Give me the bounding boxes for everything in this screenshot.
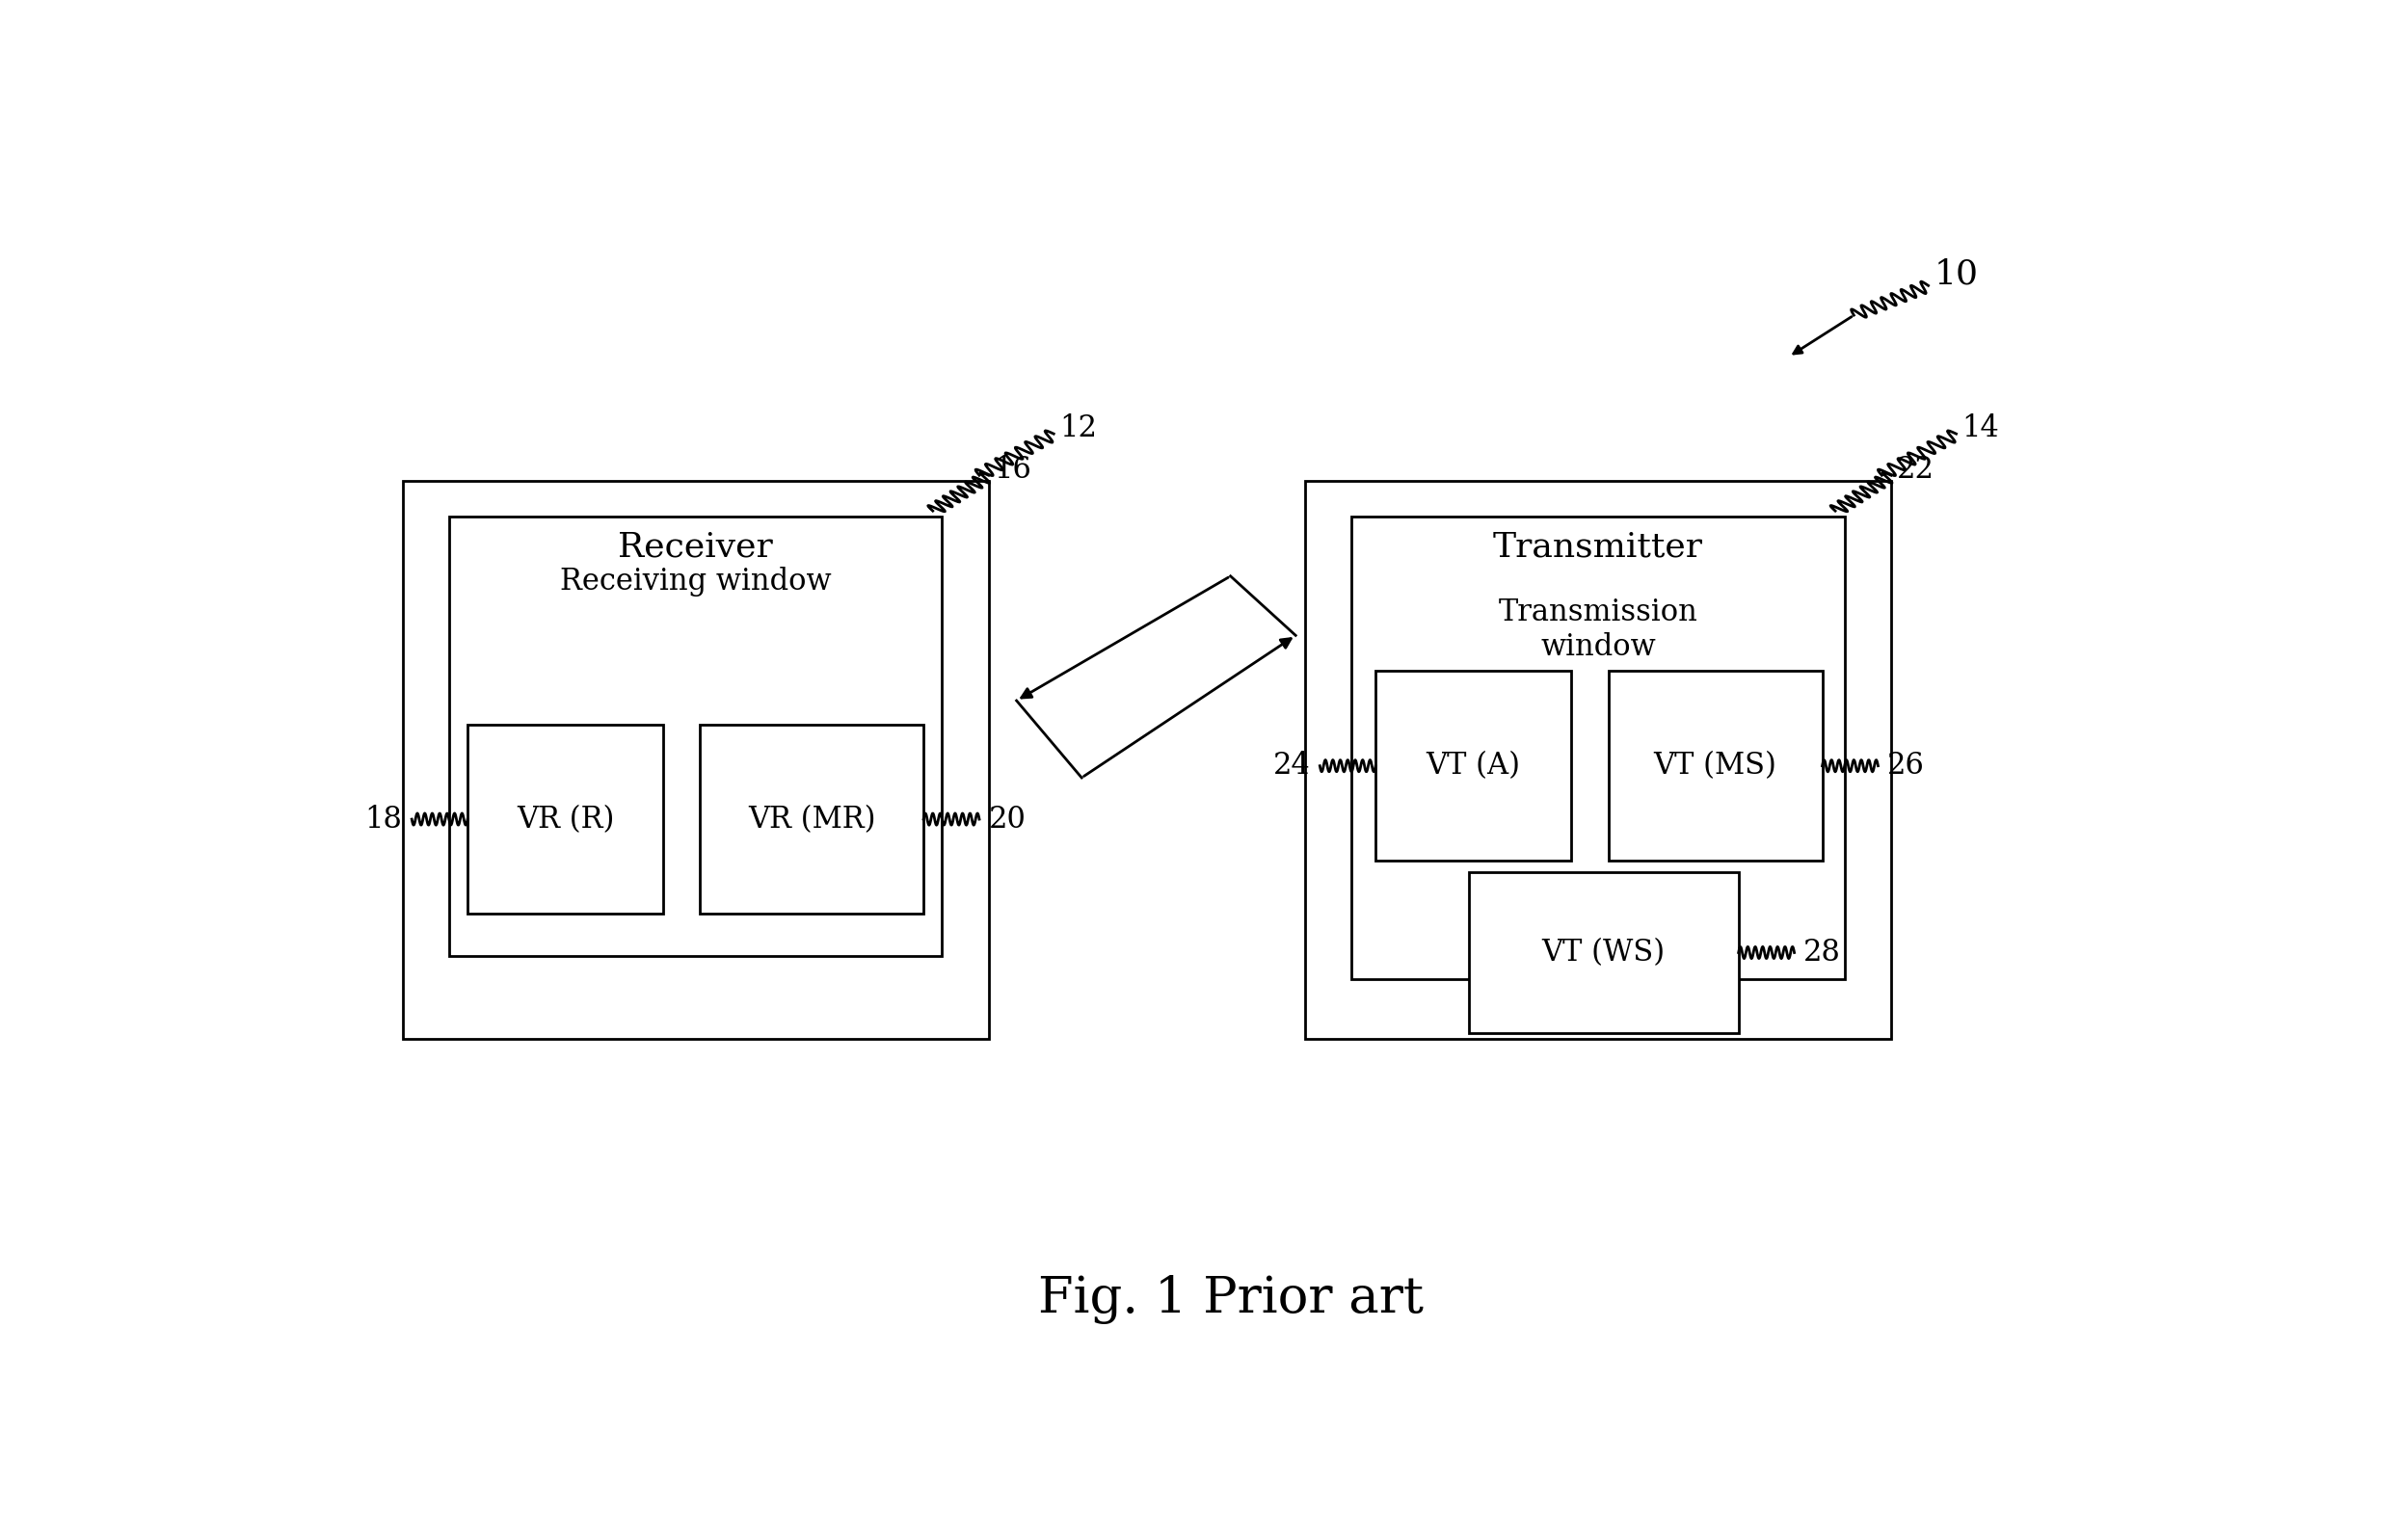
Bar [1609,671,1822,861]
Bar [468,724,663,915]
Text: 14: 14 [1962,413,2000,444]
Text: Transmitter: Transmitter [1493,530,1702,562]
Text: 26: 26 [1887,752,1926,781]
Text: VT (MS): VT (MS) [1654,752,1777,781]
Text: Receiver: Receiver [617,530,773,562]
Text: 16: 16 [994,454,1032,484]
Text: 12: 12 [1059,413,1097,444]
Bar [449,517,941,955]
Text: VR (MR): VR (MR) [749,804,876,835]
Bar [1306,480,1892,1038]
Text: 28: 28 [1803,938,1842,967]
Bar [1352,517,1844,979]
Text: VR (R): VR (R) [516,804,615,835]
Text: VT (A): VT (A) [1426,752,1520,781]
Text: 22: 22 [1897,454,1935,484]
Text: 24: 24 [1273,752,1311,781]
Text: Transmission
window: Transmission window [1498,598,1698,662]
Bar [701,724,924,915]
Bar [403,480,989,1038]
Text: 20: 20 [989,804,1025,835]
Bar [1376,671,1570,861]
Text: Receiving window: Receiving window [559,567,831,598]
Bar [1469,873,1738,1033]
Text: Fig. 1 Prior art: Fig. 1 Prior art [1037,1275,1424,1324]
Text: 10: 10 [1933,257,1978,290]
Text: 18: 18 [365,804,403,835]
Text: VT (WS): VT (WS) [1541,938,1666,967]
